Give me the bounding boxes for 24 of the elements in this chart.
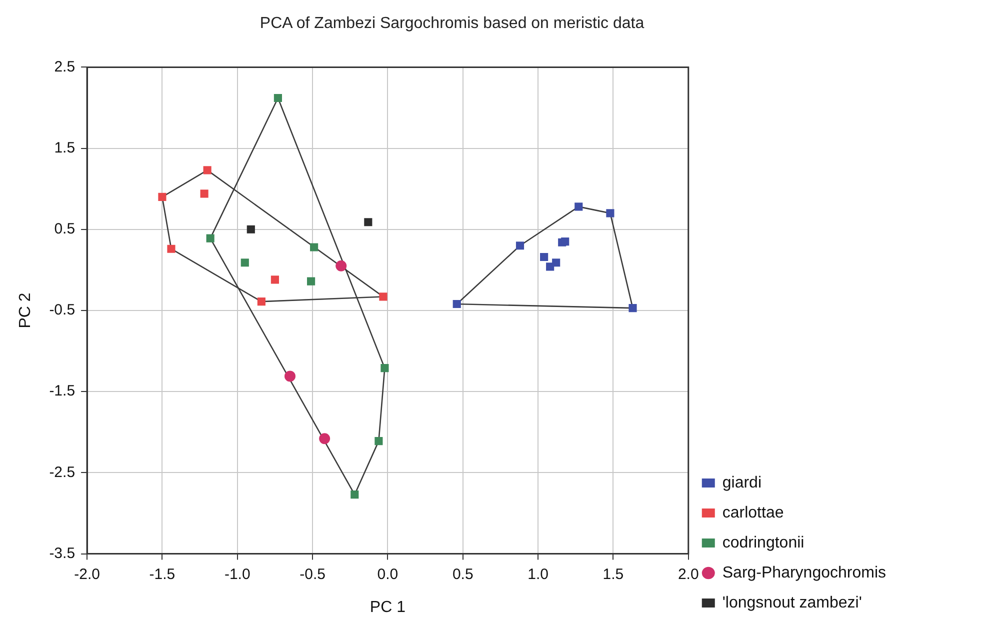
legend-label: Sarg-Pharyngochromis bbox=[722, 564, 886, 582]
chart-title: PCA of Zambezi Sargochromis based on meristic data bbox=[260, 15, 644, 32]
x-tick-label: 1.0 bbox=[528, 566, 548, 583]
x-tick-label: -2.0 bbox=[74, 566, 100, 583]
legend-label: 'longsnout zambezi' bbox=[722, 594, 862, 612]
legend-label: carlottae bbox=[722, 504, 784, 522]
x-tick-label: -0.5 bbox=[300, 566, 326, 583]
x-tick-label: 0.5 bbox=[452, 566, 474, 583]
y-tick-label: 0.5 bbox=[54, 220, 76, 238]
y-tick-label: -2.5 bbox=[49, 464, 76, 481]
legend-label: giardi bbox=[722, 474, 762, 492]
y-tick-label: 1.5 bbox=[54, 139, 76, 156]
legend-label: codringtonii bbox=[722, 534, 804, 552]
x-axis-title: PC 1 bbox=[370, 598, 406, 616]
x-tick-label: -1.0 bbox=[224, 566, 250, 583]
y-axis-title: PC 2 bbox=[17, 292, 34, 328]
y-tick-label: -0.5 bbox=[49, 302, 76, 319]
x-tick-label: 0.0 bbox=[377, 566, 398, 583]
y-tick-label: 2.5 bbox=[54, 58, 76, 76]
y-tick-label: -1.5 bbox=[49, 382, 76, 400]
x-tick-label: -1.5 bbox=[149, 566, 176, 583]
y-tick-label: -3.5 bbox=[49, 544, 76, 562]
x-tick-label: 1.5 bbox=[602, 566, 624, 583]
x-tick-label: 2.0 bbox=[678, 566, 699, 583]
